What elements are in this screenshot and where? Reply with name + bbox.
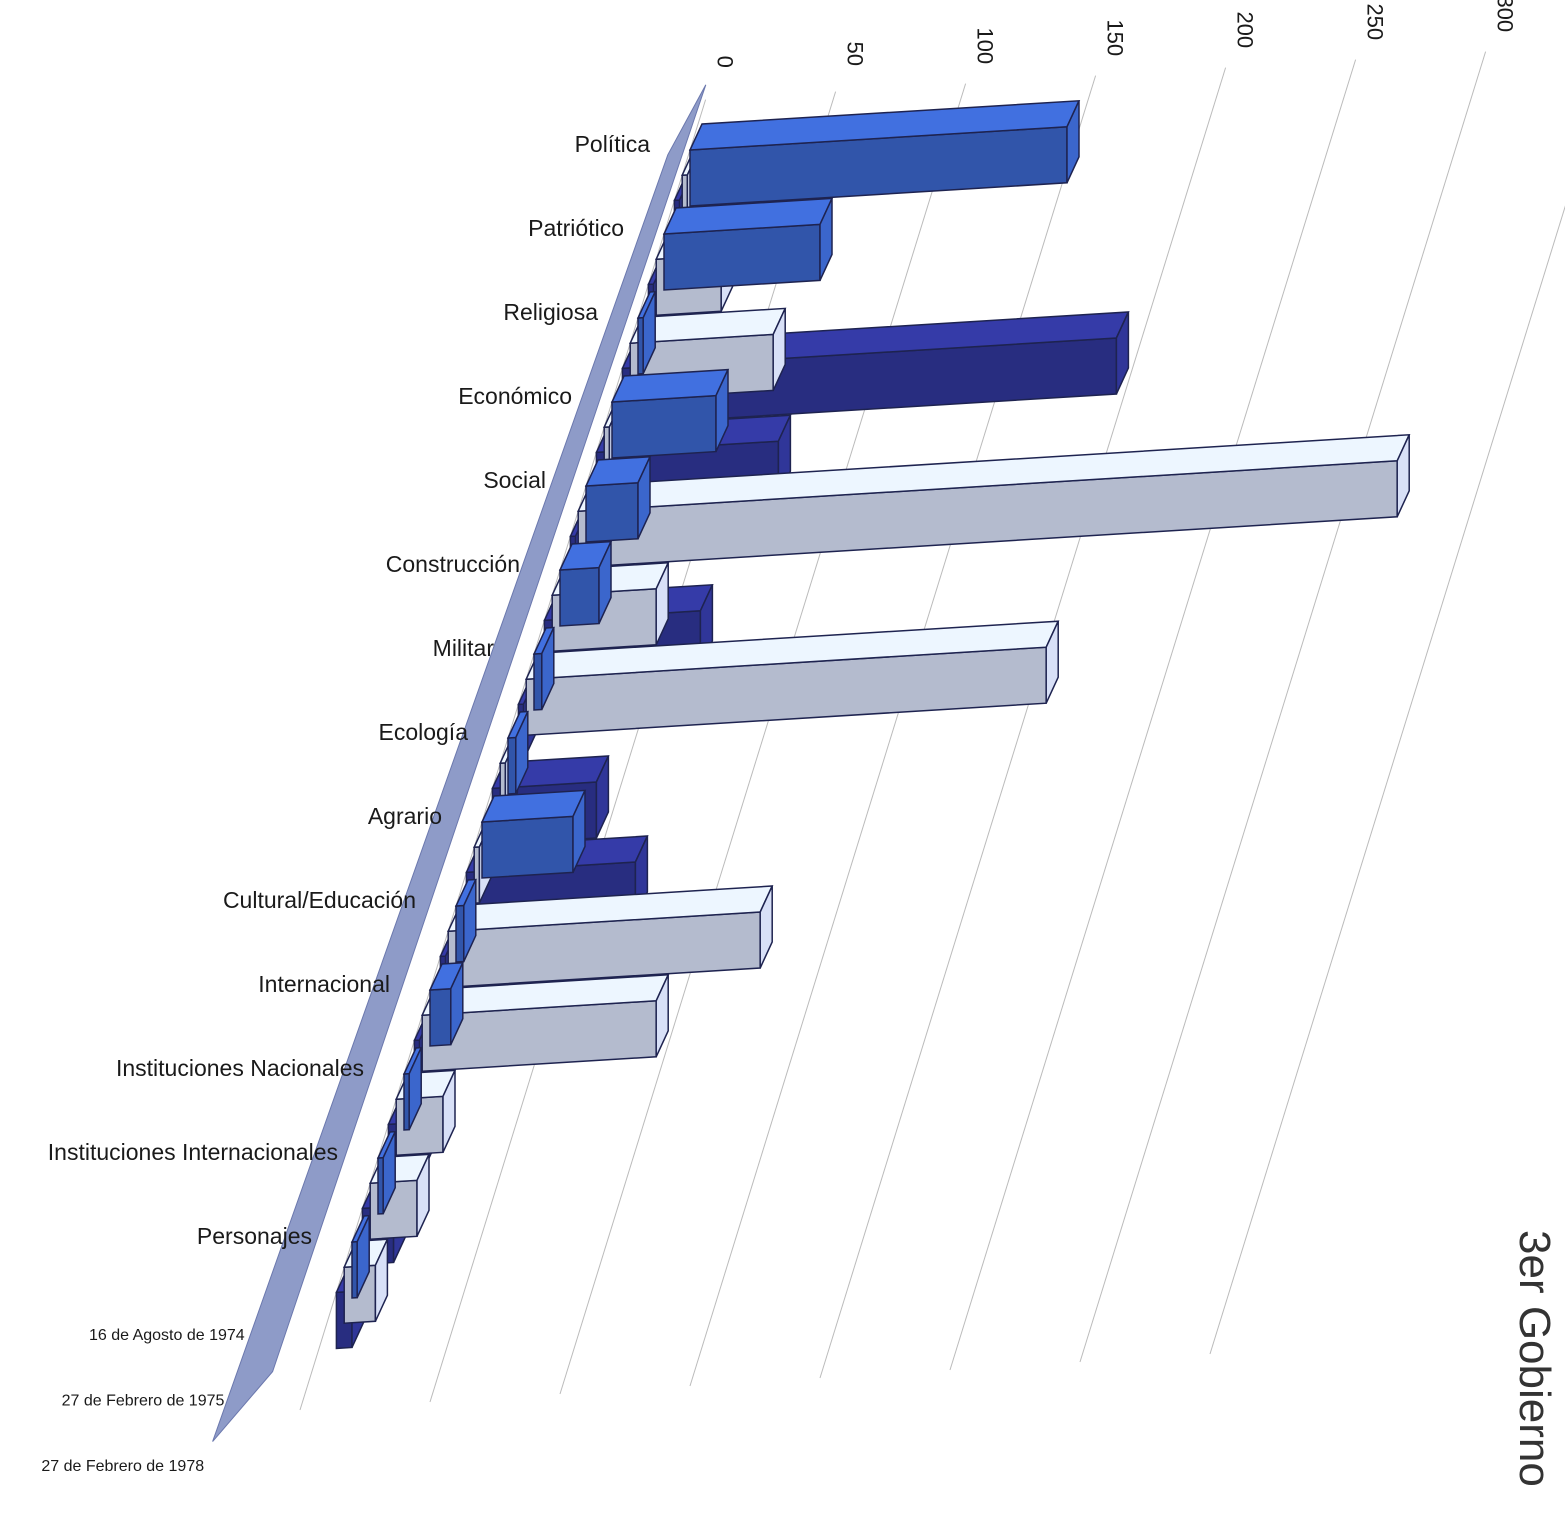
bar <box>662 197 834 291</box>
category-label: Ecología <box>378 719 468 745</box>
floor-plane <box>212 84 707 1442</box>
bar <box>610 368 730 459</box>
chart-title: 3er Gobierno <box>1510 1230 1559 1487</box>
category-label: Militar <box>433 635 495 661</box>
chart-floor <box>212 84 707 1442</box>
bar <box>636 290 657 375</box>
bar <box>506 710 530 795</box>
category-label: Construcción <box>386 551 520 577</box>
bar <box>376 1130 397 1215</box>
category-label: Política <box>575 131 651 157</box>
bar <box>446 885 774 988</box>
tick-label: 200 <box>1232 11 1257 48</box>
category-label: Cultural/Educación <box>223 887 416 913</box>
tick-label: 100 <box>972 27 997 64</box>
category-label: Agrario <box>368 803 442 829</box>
bar <box>688 99 1081 207</box>
category-label: Personajes <box>197 1223 312 1249</box>
category-label: Patriótico <box>528 215 624 241</box>
series-label: 27 de Febrero de 1978 <box>41 1458 204 1475</box>
gridline <box>949 59 1357 1371</box>
gridline <box>819 67 1227 1379</box>
bar <box>584 455 652 543</box>
series-label: 27 de Febrero de 1975 <box>62 1393 225 1410</box>
gridline <box>689 75 1097 1387</box>
category-labels: Política Patriótico Religiosa Económico Soci… <box>48 131 650 1249</box>
category-label: Social <box>483 467 546 493</box>
series-labels: 16 de Agosto de 1974 27 de Febrero de 197… <box>41 1327 244 1475</box>
tick-label: 150 <box>1102 19 1127 56</box>
series-label: 16 de Agosto de 1974 <box>89 1327 245 1344</box>
tick-label: 250 <box>1362 3 1387 40</box>
bar <box>558 540 613 627</box>
bar <box>454 878 478 963</box>
category-label: Económico <box>458 383 572 409</box>
tick-label: 50 <box>842 42 867 66</box>
bar <box>480 789 587 879</box>
bars <box>335 99 1411 1350</box>
tick-label: 300 <box>1492 0 1517 32</box>
bar <box>428 961 465 1047</box>
tick-label: 0 <box>712 56 737 68</box>
gridline <box>299 99 707 1411</box>
axis-ticks: 050100150200250300350 <box>712 0 1517 68</box>
category-label: Instituciones Nacionales <box>116 1055 364 1081</box>
bar <box>402 1046 423 1131</box>
gridline <box>559 83 967 1395</box>
bar <box>532 626 556 711</box>
category-label: Instituciones Internacionales <box>48 1139 338 1165</box>
bar <box>350 1214 371 1299</box>
bar <box>420 973 670 1072</box>
category-label: Internacional <box>258 971 390 997</box>
gridline <box>1079 51 1487 1363</box>
gridline <box>1209 205 1565 1355</box>
category-label: Religiosa <box>503 299 598 325</box>
